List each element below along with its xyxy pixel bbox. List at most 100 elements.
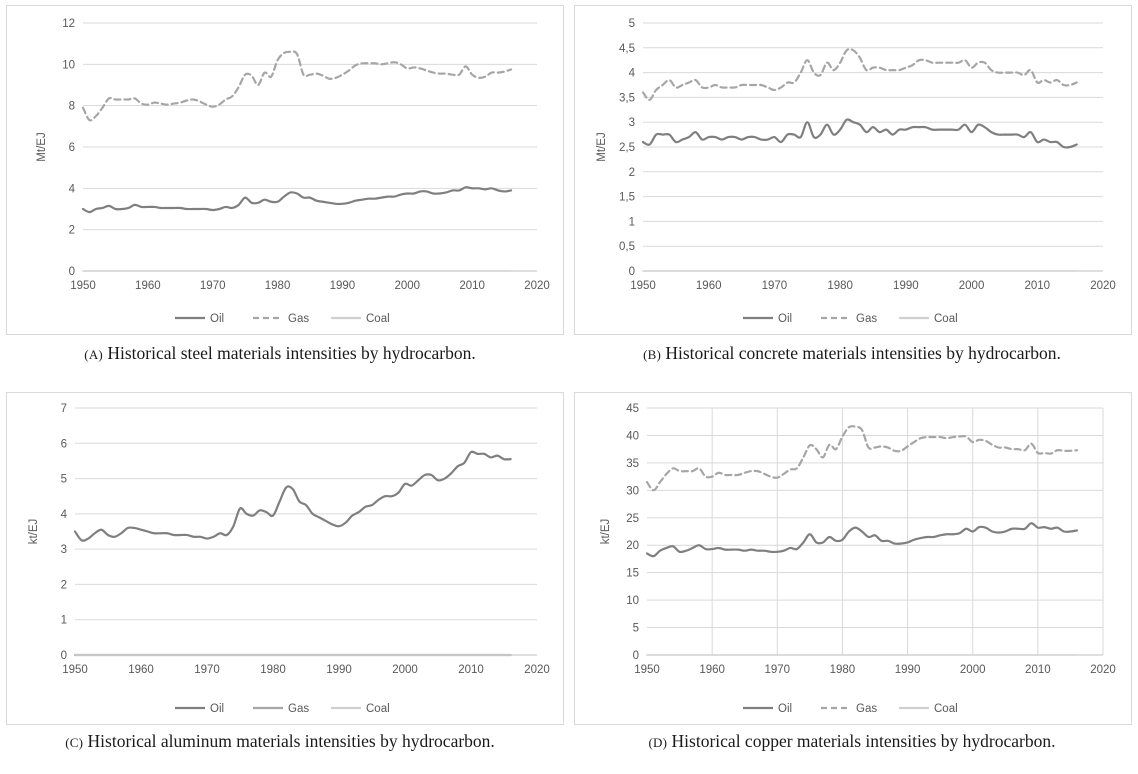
x-tick-label: 1990 [895, 664, 921, 676]
caption-tag: (C) [65, 735, 84, 750]
y-tick-label: 3,5 [619, 92, 635, 104]
x-tick-label: 2010 [458, 664, 484, 676]
caption-text: Historical copper materials intensities … [671, 731, 1056, 751]
x-tick-label: 1960 [696, 280, 722, 292]
caption-a: (A) Historical steel materials intensiti… [0, 343, 580, 364]
y-tick-label: 40 [626, 430, 639, 442]
series-line-oil [645, 522, 1079, 558]
x-tick-label: 1970 [194, 664, 220, 676]
legend-label-gas: Gas [288, 703, 309, 715]
caption-text: Historical steel materials intensities b… [107, 343, 476, 363]
x-tick-label: 1970 [764, 664, 790, 676]
caption-b: (B) Historical concrete materials intens… [552, 343, 1138, 364]
y-tick-label: 0 [633, 650, 639, 662]
x-tick-label: 2020 [524, 664, 550, 676]
x-tick-label: 1950 [630, 280, 656, 292]
x-tick-label: 2020 [524, 280, 550, 292]
x-tick-label: 2000 [394, 280, 420, 292]
y-tick-label: 4 [61, 509, 68, 521]
y-tick-label: 45 [626, 403, 639, 415]
x-tick-label: 1980 [265, 280, 291, 292]
x-tick-label: 1980 [830, 664, 856, 676]
y-tick-label: 2 [629, 167, 635, 179]
x-tick-label: 2010 [1024, 280, 1050, 292]
y-tick-label: 4 [69, 183, 76, 195]
x-tick-label: 1960 [699, 664, 725, 676]
x-tick-label: 1950 [70, 280, 96, 292]
x-tick-label: 2010 [1025, 664, 1051, 676]
y-tick-label: 1,5 [619, 192, 635, 204]
y-tick-label: 2 [61, 579, 67, 591]
series-line-gas [81, 50, 513, 122]
y-tick-label: 30 [626, 485, 639, 497]
y-tick-label: 3 [629, 117, 635, 129]
legend-label-gas: Gas [856, 313, 877, 325]
chart-panel-b: 0 0,5 1 1,5 2 2,5 3 3,5 4 4,5 5 1950 1960 1970 1980 199… [574, 5, 1132, 335]
y-tick-label: 4,5 [619, 43, 635, 55]
caption-tag: (B) [643, 347, 661, 362]
y-tick-label: 0,5 [619, 241, 635, 253]
y-tick-label: 1 [61, 615, 67, 627]
y-tick-label: 0 [69, 266, 75, 278]
y-tick-label: 1 [629, 216, 635, 228]
y-tick-label: 10 [626, 595, 639, 607]
x-tick-label: 1980 [260, 664, 286, 676]
y-tick-label: 4 [629, 68, 636, 80]
y-tick-label: 6 [69, 142, 75, 154]
x-tick-label: 2000 [960, 664, 986, 676]
legend-label-coal: Coal [366, 703, 390, 715]
x-tick-label: 1970 [762, 280, 788, 292]
y-tick-label: 7 [61, 403, 67, 415]
x-tick-label: 1990 [893, 280, 919, 292]
chart-d-svg: 0 5 10 15 20 25 30 35 40 45 1950 1960 1970 1980 1990 20… [600, 403, 1116, 715]
caption-tag: (A) [84, 347, 103, 362]
y-tick-label: 6 [61, 438, 67, 450]
y-axis-title: Mt/EJ [596, 132, 608, 161]
chart-panel-a: 0 2 4 6 8 10 12 1950 1960 1970 1980 1990 2000 2010 202… [6, 5, 564, 335]
series-line-oil [73, 450, 512, 542]
x-tick-label: 1950 [62, 664, 88, 676]
x-tick-label: 1960 [135, 280, 161, 292]
legend-label-oil: Oil [210, 703, 224, 715]
chart-a-svg: 0 2 4 6 8 10 12 1950 1960 1970 1980 1990 2000 2010 202… [36, 18, 550, 325]
y-tick-label: 0 [629, 266, 635, 278]
series-line-oil [641, 118, 1078, 149]
x-tick-label: 2000 [392, 664, 418, 676]
y-tick-label: 2,5 [619, 142, 635, 154]
x-tick-label: 1960 [128, 664, 154, 676]
y-tick-label: 20 [626, 540, 639, 552]
x-tick-label: 1990 [330, 280, 356, 292]
y-axis-title: kt/EJ [600, 519, 612, 545]
series-line-oil [81, 186, 513, 214]
legend-label-oil: Oil [210, 313, 224, 325]
caption-tag: (D) [648, 735, 668, 750]
legend-label-oil: Oil [778, 703, 792, 715]
x-tick-label: 2010 [459, 280, 485, 292]
series-line-gas [645, 425, 1079, 492]
caption-text: Historical aluminum materials intensitie… [87, 731, 495, 751]
legend-label-oil: Oil [778, 313, 792, 325]
y-tick-label: 2 [69, 225, 75, 237]
chart-panel-d: 0 5 10 15 20 25 30 35 40 45 1950 1960 1970 1980 1990 20… [574, 392, 1132, 725]
y-tick-label: 35 [626, 458, 639, 470]
y-tick-label: 10 [62, 59, 75, 71]
y-tick-label: 5 [629, 18, 635, 30]
y-tick-label: 15 [626, 568, 639, 580]
legend-label-gas: Gas [288, 313, 309, 325]
chart-c-svg: 0 1 2 3 4 5 6 7 1950 1960 1970 1980 1990 2000 2010 2020… [28, 403, 550, 715]
y-axis-title: Mt/EJ [36, 132, 48, 161]
x-tick-label: 1980 [827, 280, 853, 292]
chart-b-svg: 0 0,5 1 1,5 2 2,5 3 3,5 4 4,5 5 1950 1960 1970 1980 199… [596, 18, 1116, 325]
legend-label-coal: Coal [934, 703, 958, 715]
caption-d: (D) Historical copper materials intensit… [552, 731, 1138, 752]
y-tick-label: 12 [62, 18, 75, 30]
y-axis-title: kt/EJ [28, 519, 40, 545]
y-tick-label: 8 [69, 101, 75, 113]
caption-c: (C) Historical aluminum materials intens… [0, 731, 580, 752]
series-line-gas [641, 47, 1078, 101]
legend-label-coal: Coal [366, 313, 390, 325]
y-tick-label: 25 [626, 513, 639, 525]
y-tick-label: 3 [61, 544, 67, 556]
y-tick-label: 5 [61, 474, 67, 486]
chart-panel-c: 0 1 2 3 4 5 6 7 1950 1960 1970 1980 1990 2000 2010 2020… [6, 392, 564, 725]
